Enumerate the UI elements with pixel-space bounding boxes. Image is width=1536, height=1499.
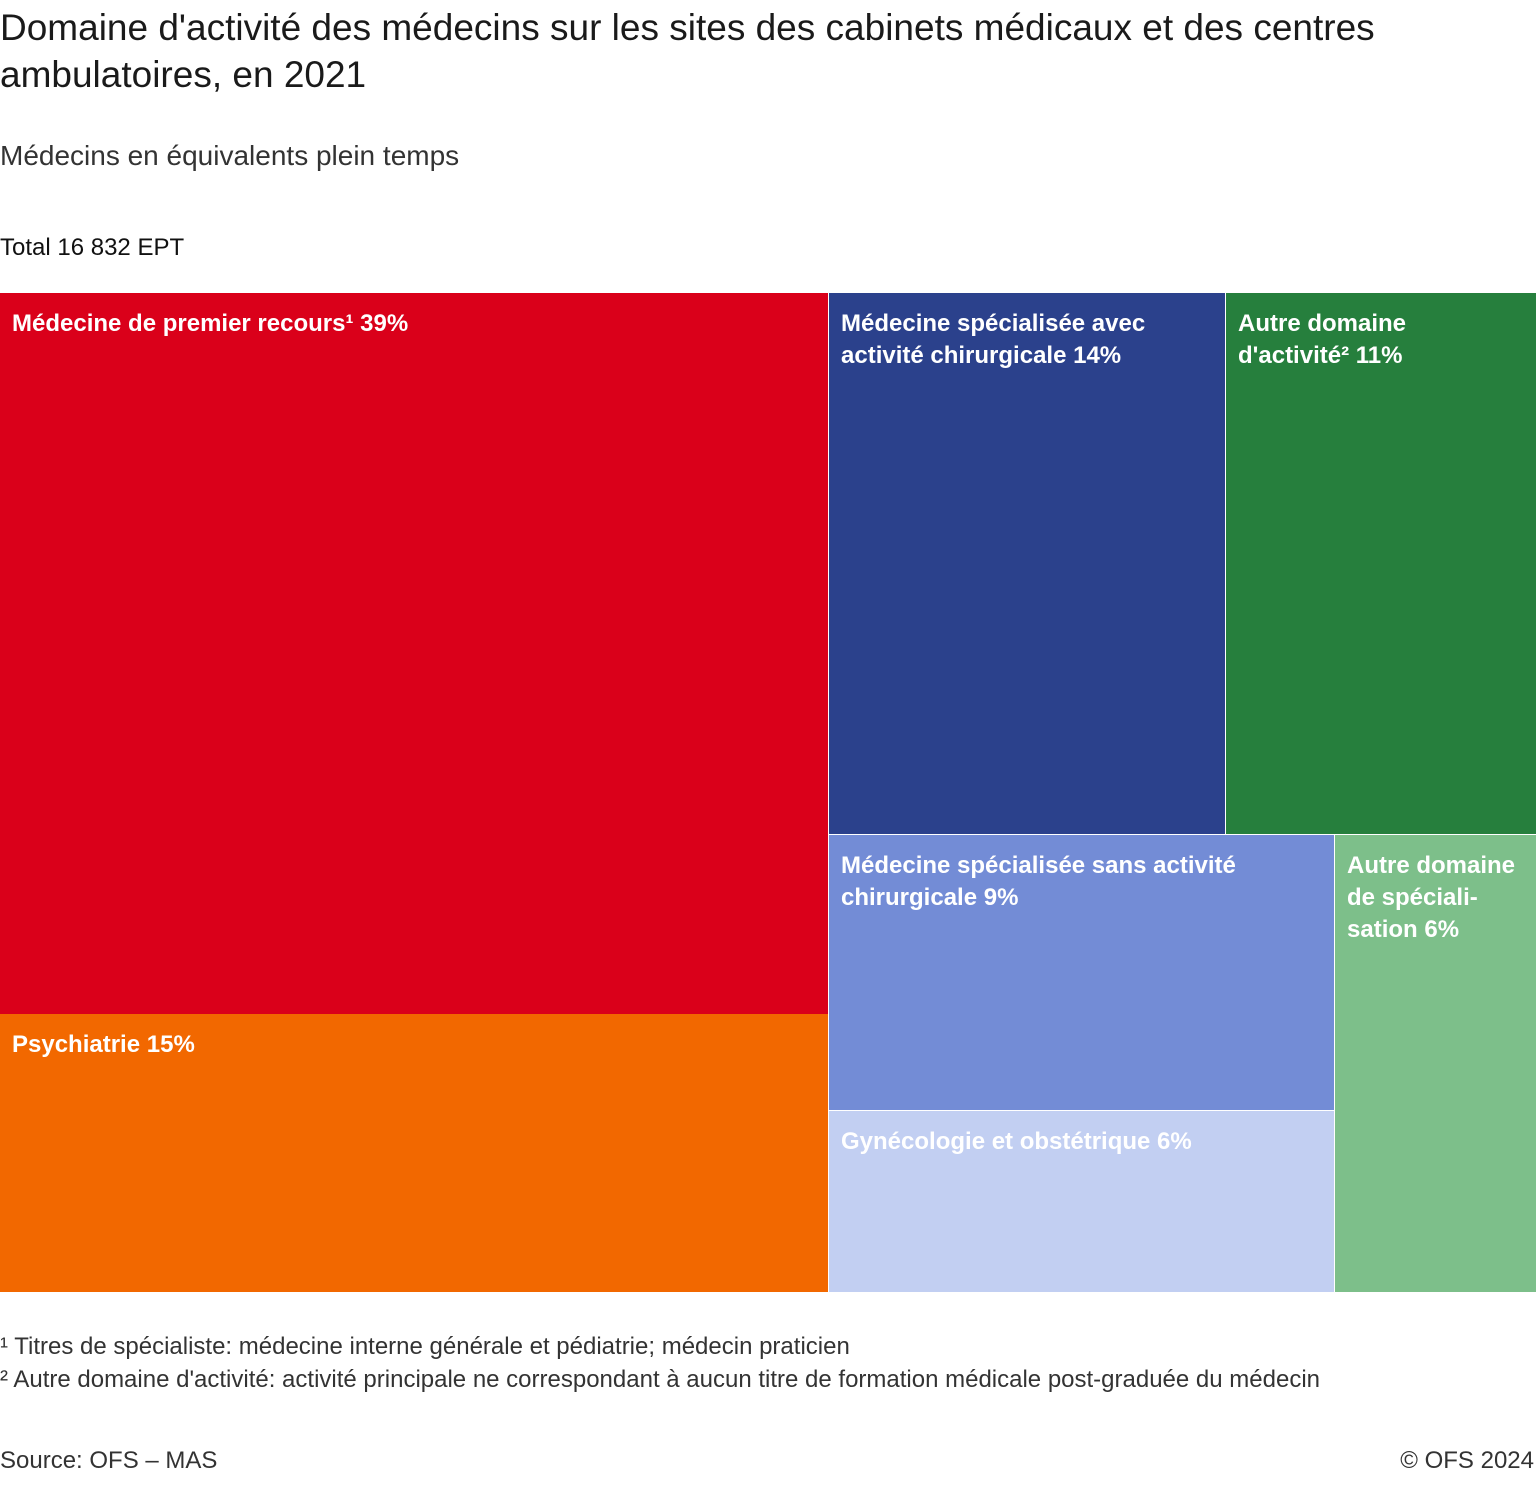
source-note: Source: OFS – MAS: [0, 1447, 218, 1474]
total-label: Total 16 832 EPT: [0, 234, 185, 261]
tile-rect: [1226, 293, 1536, 834]
tile-rect: [829, 835, 1334, 1110]
tile-rect: [829, 293, 1225, 834]
tile-label: Psychiatrie 15%: [12, 1031, 195, 1058]
chart-subtitle: Médecins en équivalents plein temps: [0, 140, 460, 171]
tile-label: Médecine de premier recours¹ 39%: [12, 310, 408, 337]
tile-label: Médecine spécialisée sans activité chirur…: [841, 852, 1236, 911]
tile-label: Autre domaine d'activité² 11%: [1238, 310, 1406, 369]
tile-autre-domaine-d-activite: Autre domaine d'activité² 11%: [1226, 293, 1536, 834]
tile-autre-domaine-de-specialisation: Autre domaine de spéciali-sation 6%: [1335, 835, 1536, 1292]
tile-medecine-specialisee-sans-activite-chirurgicale: Médecine spécialisée sans activité chirur…: [829, 835, 1334, 1110]
footnotes: ¹ Titres de spécialiste: médecine intern…: [0, 1330, 1320, 1396]
chart-title: Domaine d'activité des médecins sur les …: [0, 7, 1375, 95]
tile-rect: [0, 293, 828, 1014]
treemap: Médecine de premier recours¹ 39% Psychiat…: [0, 293, 1536, 1292]
copyright-note: © OFS 2024: [1400, 1447, 1534, 1474]
tile-label: Autre domaine de spéciali-sation 6%: [1347, 852, 1515, 943]
tile-rect: [0, 1014, 828, 1292]
footnote-2: ² Autre domaine d'activité: activité pri…: [0, 1366, 1320, 1393]
tile-gynecologie-et-obstetrique: Gynécologie et obstétrique 6%: [829, 1111, 1334, 1292]
tile-rect: [829, 1111, 1334, 1292]
tile-label: Médecine spécialisée avec activité chirur…: [841, 310, 1145, 369]
tile-medecine-specialisee-avec-activite-chirurgicale: Médecine spécialisée avec activité chirur…: [829, 293, 1225, 834]
footnote-1: ¹ Titres de spécialiste: médecine intern…: [0, 1333, 850, 1360]
tile-rect: [1335, 835, 1536, 1292]
tile-medecine-de-premier-recours: Médecine de premier recours¹ 39%: [0, 293, 828, 1014]
tile-psychiatrie: Psychiatrie 15%: [0, 1014, 828, 1292]
tile-label: Gynécologie et obstétrique 6%: [841, 1128, 1192, 1155]
